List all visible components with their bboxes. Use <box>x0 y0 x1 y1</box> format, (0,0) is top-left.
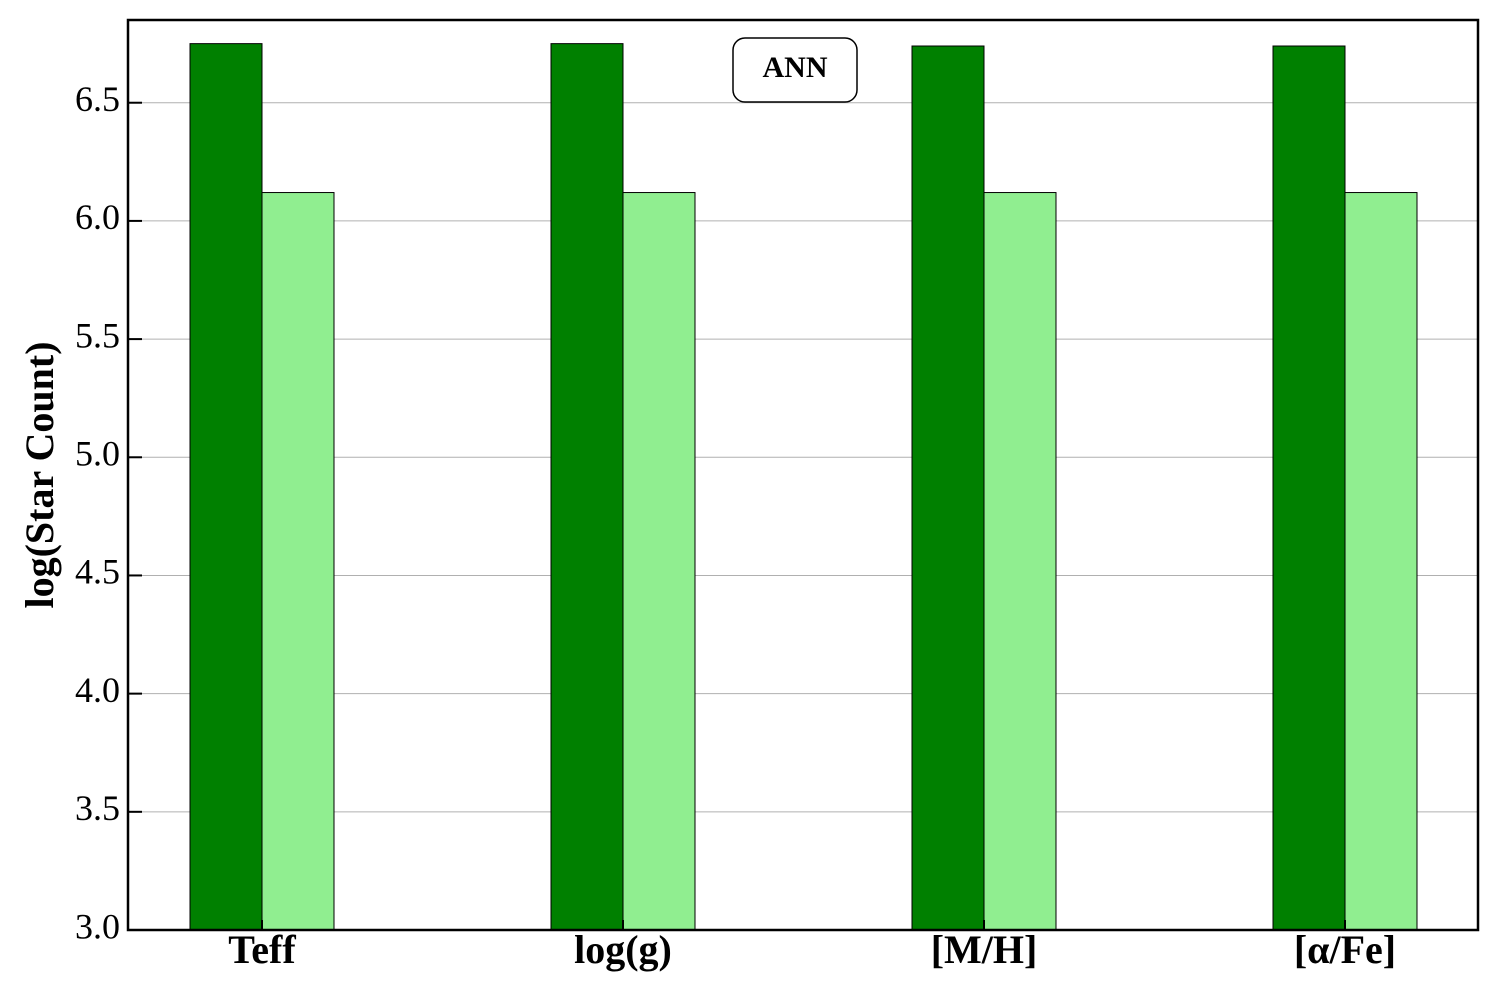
bars <box>189 43 1418 931</box>
x-tick-label: log(g) <box>574 927 672 972</box>
x-tick-label: [α/Fe] <box>1294 927 1396 972</box>
x-tick-label: [M/H] <box>931 927 1038 972</box>
bar <box>550 43 624 931</box>
y-axis-label: log(Star Count) <box>17 341 62 608</box>
bar <box>1272 45 1346 931</box>
y-tick-label: 4.0 <box>75 670 120 710</box>
y-tick-label: 6.0 <box>75 197 120 237</box>
bar <box>261 192 335 931</box>
plot-frame <box>126 18 1480 932</box>
ticks: 3.0 3.5 4.0 4.5 5.0 5.5 6.0 6.5 Teff log(g) [M/H] [… <box>75 79 1396 972</box>
bar <box>983 192 1057 931</box>
y-tick-label: 3.0 <box>75 906 120 946</box>
y-tick-label: 5.5 <box>75 315 120 355</box>
y-tick-label: 4.5 <box>75 552 120 592</box>
bar <box>622 192 696 931</box>
bar <box>911 45 985 931</box>
y-tick-label: 6.5 <box>75 79 120 119</box>
bar <box>1344 192 1418 931</box>
annotation-box <box>732 37 858 103</box>
bar <box>189 43 263 931</box>
y-tick-label: 3.5 <box>75 788 120 828</box>
x-tick-label: Teff <box>228 927 296 972</box>
annotation: ANN <box>763 51 828 84</box>
y-tick-label: 5.0 <box>75 434 120 474</box>
